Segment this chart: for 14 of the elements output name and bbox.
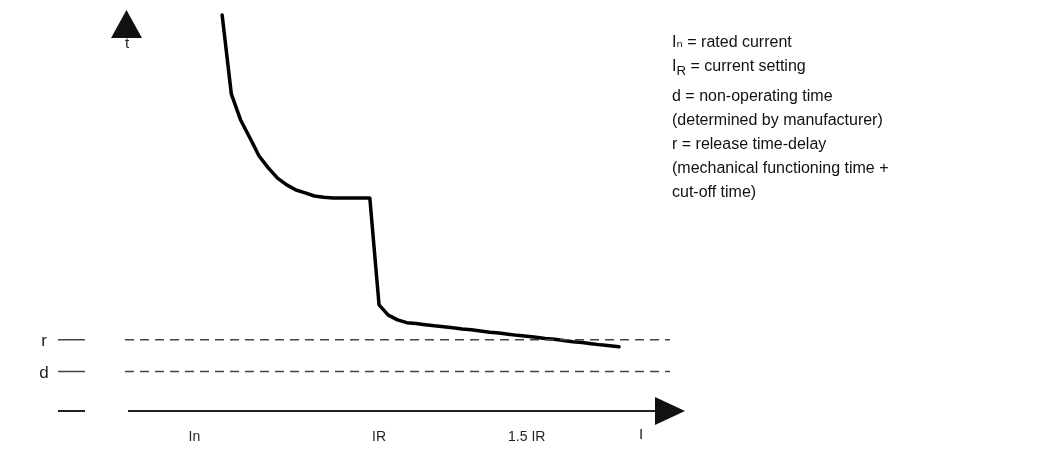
text: d = non-operating time [672, 85, 834, 106]
text: cut-off time) [672, 182, 758, 203]
ref-line-label: r [41, 331, 48, 351]
ref-line-label: d [39, 363, 49, 383]
x-tick-label: IR [372, 427, 387, 444]
text: I$_{R}$ = current setting [672, 56, 807, 81]
x-tick-label: 1.5 IR [508, 427, 546, 444]
x-tick-label: In [188, 427, 201, 444]
y-axis-title: t [124, 34, 130, 52]
text: r = release time-delay [672, 134, 828, 154]
x-axis-title: I [638, 425, 644, 443]
text: (determined by manufacturer) [672, 109, 884, 130]
text: (mechanical functioning time + [672, 158, 889, 179]
text: Iₙ = rated current [672, 32, 793, 52]
